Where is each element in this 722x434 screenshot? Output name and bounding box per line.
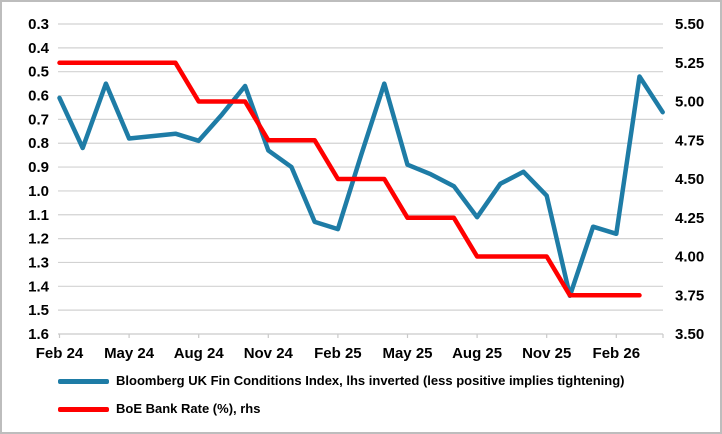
x-axis-label: May 24 <box>104 345 155 362</box>
series-line-boe <box>57 60 642 298</box>
x-axis-label: Nov 25 <box>522 345 571 362</box>
x-axis-label: May 25 <box>382 345 432 362</box>
legend: Bloomberg UK Fin Conditions Index, lhs i… <box>58 372 625 428</box>
y-axis-label-left: 0.7 <box>28 111 49 128</box>
y-axis-label-left: 1.0 <box>28 183 49 200</box>
y-axis-label-left: 1.4 <box>28 278 50 295</box>
y-axis-label-right: 5.25 <box>675 55 704 72</box>
y-axis-label-left: 0.3 <box>28 16 49 33</box>
y-axis-label-right: 4.50 <box>675 171 704 188</box>
legend-label-fci: Bloomberg UK Fin Conditions Index, lhs i… <box>116 373 625 388</box>
x-axis-label: Feb 24 <box>36 345 84 362</box>
x-axis-label: Nov 24 <box>244 345 294 362</box>
y-axis-label-right: 4.75 <box>675 132 704 149</box>
y-axis-label-left: 0.4 <box>28 40 50 57</box>
y-axis-label-left: 1.6 <box>28 326 49 343</box>
y-axis-label-right: 5.00 <box>675 94 704 111</box>
y-axis-label-right: 4.00 <box>675 249 704 266</box>
y-axis-label-left: 1.2 <box>28 231 49 248</box>
legend-swatch-fci-icon <box>58 378 109 384</box>
y-axis-label-left: 1.1 <box>28 207 49 224</box>
y-axis-label-right: 5.50 <box>675 16 704 33</box>
x-axis-label: Aug 25 <box>452 345 502 362</box>
legend-swatch-boe-icon <box>58 406 109 412</box>
y-axis-label-left: 0.8 <box>28 135 49 152</box>
y-axis-label-left: 0.6 <box>28 88 49 105</box>
y-axis-label-left: 0.5 <box>28 64 49 81</box>
series-line-fci <box>57 74 665 299</box>
x-axis-label: Aug 24 <box>174 345 225 362</box>
x-axis-label: Feb 25 <box>314 345 362 362</box>
y-axis-label-right: 4.25 <box>675 210 704 227</box>
y-axis-label-left: 0.9 <box>28 159 49 176</box>
legend-item-fci: Bloomberg UK Fin Conditions Index, lhs i… <box>58 372 625 390</box>
legend-label-boe: BoE Bank Rate (%), rhs <box>116 401 261 416</box>
y-axis-label-right: 3.75 <box>675 287 704 304</box>
y-axis-label-left: 1.3 <box>28 254 49 271</box>
legend-item-boe: BoE Bank Rate (%), rhs <box>58 400 625 418</box>
y-axis-label-left: 1.5 <box>28 302 49 319</box>
x-axis-label: Feb 26 <box>593 345 641 362</box>
y-axis-label-right: 3.50 <box>675 326 704 343</box>
